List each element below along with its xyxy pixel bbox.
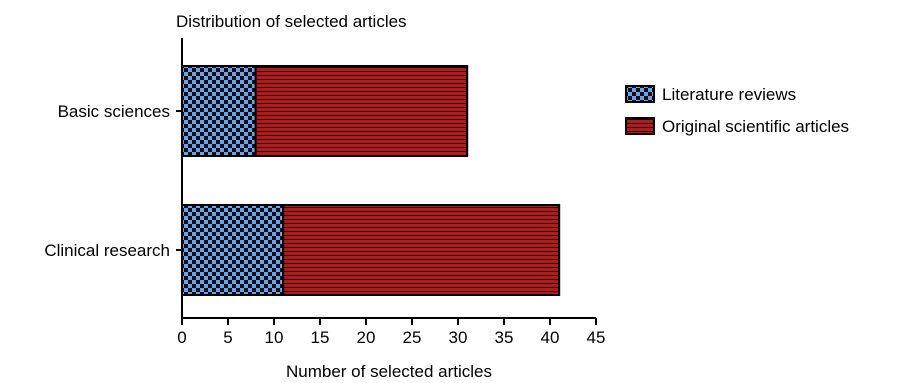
bar-literature-reviews-1	[181, 204, 285, 296]
bar-literature-reviews-0	[181, 65, 257, 157]
legend-swatch	[625, 117, 655, 135]
chart-title: Distribution of selected articles	[176, 12, 407, 31]
x-tick-label: 35	[495, 328, 514, 347]
bar-original-articles-0	[254, 65, 469, 157]
x-tick-label: 10	[265, 328, 284, 347]
x-tick-label: 5	[223, 328, 232, 347]
x-tick-label: 25	[403, 328, 422, 347]
legend-swatch	[625, 85, 655, 103]
x-tick-label: 45	[587, 328, 606, 347]
x-tick-label: 0	[177, 328, 186, 347]
x-tick-label: 40	[541, 328, 560, 347]
legend-label: Original scientific articles	[662, 117, 849, 136]
x-tick-label: 15	[311, 328, 330, 347]
category-label: Clinical research	[44, 241, 170, 260]
x-tick-label: 20	[357, 328, 376, 347]
category-label: Basic sciences	[58, 102, 170, 121]
bar-original-articles-1	[282, 204, 561, 296]
x-tick-label: 30	[449, 328, 468, 347]
plot-area	[181, 65, 561, 296]
legend-label: Literature reviews	[662, 85, 796, 104]
x-axis-label: Number of selected articles	[286, 362, 492, 381]
legend: Literature reviews Original scientific ar…	[625, 85, 849, 136]
